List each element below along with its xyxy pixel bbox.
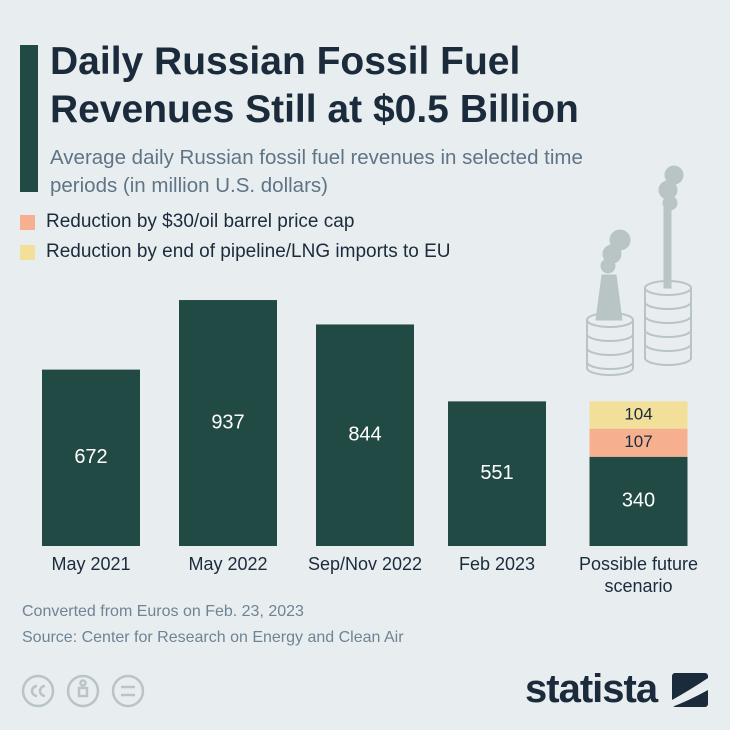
license-icons — [21, 674, 145, 708]
legend-swatch — [20, 215, 35, 230]
value-label: 672 — [74, 446, 107, 468]
bar-segment — [589, 456, 688, 546]
value-label: 844 — [348, 424, 381, 446]
footnote: Source: Center for Research on Energy an… — [22, 629, 404, 646]
value-label: 551 — [480, 462, 513, 484]
bar-segment — [179, 300, 277, 546]
bar-segment — [42, 369, 140, 546]
legend-swatch — [20, 245, 35, 260]
value-label: 107 — [624, 432, 652, 451]
legend-label: Reduction by end of pipeline/LNG imports… — [46, 241, 451, 262]
x-tick-label: May 2022 — [188, 554, 268, 574]
fuel-icon — [586, 165, 692, 376]
bar-segment — [589, 428, 688, 457]
x-tick-label: May 2021 — [51, 554, 131, 574]
brand-name: statista — [525, 667, 658, 711]
x-tick-label: Sep/Nov 2022 — [307, 554, 423, 574]
bar-segment — [316, 324, 414, 546]
chart-title: Daily Russian Fossil Fuel Revenues Still… — [50, 40, 579, 131]
value-label: 340 — [622, 490, 655, 512]
value-label: 104 — [624, 404, 652, 423]
footnote: Converted from Euros on Feb. 23, 2023 — [22, 603, 304, 620]
x-tick-label: Possible future scenario — [578, 554, 699, 596]
brand-logo — [672, 673, 708, 707]
chart-subtitle: Average daily Russian fossil fuel revenu… — [50, 146, 583, 197]
value-label: 937 — [211, 411, 244, 433]
legend-label: Reduction by $30/oil barrel price cap — [46, 211, 355, 232]
accent-bar — [20, 45, 38, 192]
x-tick-label: Feb 2023 — [458, 554, 536, 574]
bar-segment — [589, 401, 688, 429]
bar-segment — [448, 401, 546, 546]
